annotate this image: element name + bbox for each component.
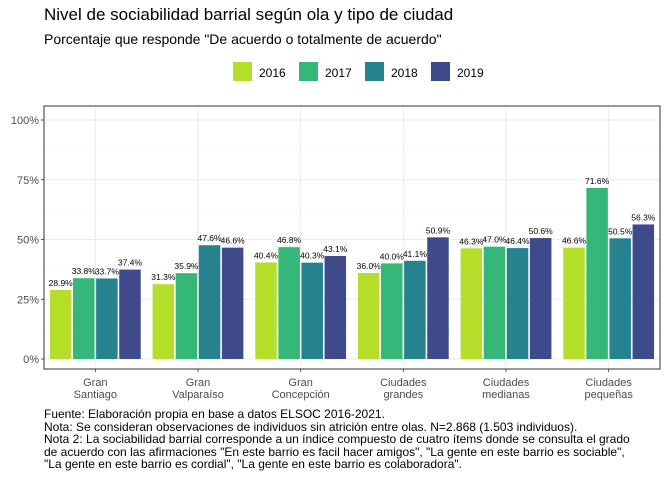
chart-subtitle: Porcentaje que responde "De acuerdo o to… [44, 31, 442, 47]
bar [586, 187, 608, 359]
bar [96, 278, 118, 359]
bar-value-label: 46.6% [221, 236, 246, 246]
bar-value-label: 40.4% [254, 250, 279, 260]
bar-value-label: 47.0% [482, 235, 507, 245]
x-tick-label: Ciudades [483, 377, 530, 389]
note-line: "La gente en este barrio es cordial", "L… [44, 457, 462, 472]
bar-value-label: 40.0% [380, 251, 405, 261]
bar [324, 255, 347, 359]
bar [460, 248, 483, 359]
bar-value-label: 41.1% [403, 249, 428, 259]
bar-value-label: 46.6% [562, 236, 587, 246]
bar [152, 284, 175, 359]
y-tick-label: 50% [17, 235, 39, 247]
legend-label: 2019 [457, 66, 484, 80]
chart-title: Nivel de sociabilidad barrial según ola … [44, 5, 454, 24]
bar [198, 245, 221, 359]
bar [381, 263, 403, 359]
x-tick-label: Valparaíso [172, 389, 224, 401]
x-tick-label: Ciudades [380, 377, 427, 389]
bar [529, 238, 552, 359]
x-tick-label: Ciudades [585, 377, 632, 389]
legend-label: 2016 [259, 66, 286, 80]
x-tick-label: Concepción [272, 389, 330, 401]
bar [404, 260, 426, 359]
bar [255, 262, 277, 359]
legend-swatch [365, 62, 384, 81]
legend-label: 2018 [391, 66, 418, 80]
y-tick-label: 75% [17, 175, 39, 187]
note-line: Nota: Se consideran observaciones de ind… [44, 419, 578, 434]
plot-border [43, 105, 661, 370]
x-tick-label: Santiago [74, 389, 117, 401]
y-tick-label: 25% [17, 294, 39, 306]
bar-value-label: 36.0% [357, 261, 382, 271]
note-line: Nota 2: La sociabilidad barrial correspo… [44, 432, 630, 447]
x-tick-label: Gran [83, 377, 107, 389]
bar [632, 224, 655, 359]
y-tick-label: 0% [23, 354, 39, 366]
bar-value-label: 33.7% [95, 266, 120, 276]
bar-value-label: 46.3% [459, 236, 484, 246]
bar-value-label: 50.6% [529, 226, 554, 236]
bar [427, 237, 449, 359]
x-tick-label: pequeñas [585, 389, 634, 401]
bar-value-label: 47.6% [197, 233, 222, 243]
x-tick-label: Gran [288, 377, 312, 389]
bar-chart: 0%25%50%75%100%28.9%33.8%33.7%37.4%GranS… [11, 62, 661, 401]
bar-value-label: 56.3% [631, 212, 656, 222]
bar [73, 278, 95, 359]
bar-value-label: 28.9% [49, 278, 74, 288]
bar-value-label: 46.8% [277, 235, 302, 245]
bar-value-label: 35.9% [174, 261, 199, 271]
bar [278, 247, 300, 359]
y-tick-label: 100% [11, 115, 39, 127]
legend-swatch [431, 62, 450, 81]
legend-swatch [299, 62, 318, 81]
bar-value-label: 50.5% [608, 226, 633, 236]
bar [483, 246, 506, 359]
bar [49, 289, 72, 359]
bar [175, 273, 198, 359]
bar [119, 269, 141, 359]
bar [221, 247, 244, 359]
bar-value-label: 31.3% [151, 272, 176, 282]
legend-swatch [233, 62, 252, 81]
bar-value-label: 50.9% [426, 225, 451, 235]
x-tick-label: Gran [186, 377, 210, 389]
legend-label: 2017 [325, 66, 352, 80]
bar [506, 248, 529, 359]
bar-value-label: 33.8% [72, 266, 97, 276]
bar-value-label: 40.3% [300, 251, 325, 261]
bar-value-label: 46.4% [505, 236, 530, 246]
x-tick-label: grandes [383, 389, 423, 401]
bar-value-label: 71.6% [585, 176, 610, 186]
x-tick-label: medianas [482, 389, 530, 401]
bar-value-label: 43.1% [323, 244, 348, 254]
note-line: de acuerdo con las afirmaciones "En este… [44, 444, 625, 459]
bar-value-label: 37.4% [118, 258, 143, 268]
bar [563, 247, 585, 359]
bar [357, 272, 380, 359]
chart-notes: Fuente: Elaboración propia en base a dat… [44, 408, 664, 471]
note-line: Fuente: Elaboración propia en base a dat… [44, 407, 385, 421]
bar [609, 238, 631, 359]
bar [301, 262, 323, 359]
